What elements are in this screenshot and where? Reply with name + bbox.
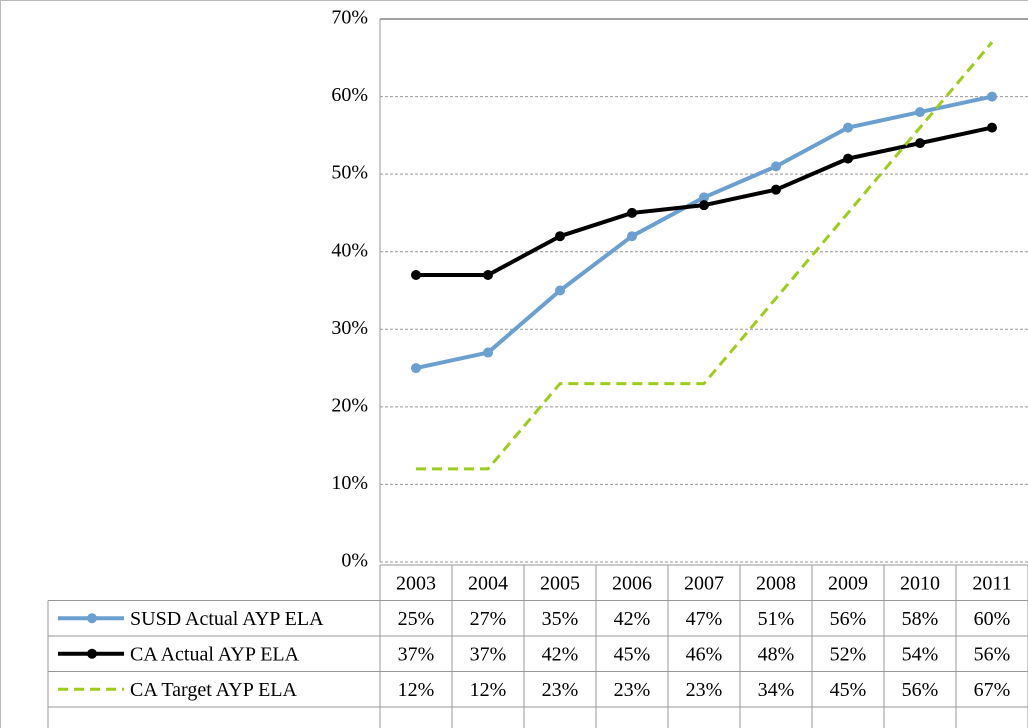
x-tick-label: 2004 bbox=[468, 572, 508, 594]
y-tick-label: 70% bbox=[331, 7, 368, 29]
series-marker bbox=[915, 107, 925, 118]
table-value: 56% bbox=[974, 643, 1011, 665]
series-marker bbox=[555, 231, 565, 242]
legend-label: CA Target AYP ELA bbox=[130, 679, 298, 701]
y-tick-label: 20% bbox=[331, 394, 368, 416]
x-tick-label: 2011 bbox=[972, 572, 1011, 594]
series-marker bbox=[699, 192, 709, 203]
series-marker bbox=[987, 91, 997, 102]
series-marker bbox=[771, 161, 781, 172]
table-value: 23% bbox=[686, 679, 723, 701]
table-value: 47% bbox=[686, 608, 723, 630]
x-tick-label: 2009 bbox=[828, 572, 868, 594]
series-marker bbox=[555, 285, 565, 296]
series-marker bbox=[843, 122, 853, 133]
y-tick-label: 30% bbox=[331, 317, 368, 339]
series-marker bbox=[771, 184, 781, 195]
legend-marker bbox=[87, 648, 97, 659]
table-value: 58% bbox=[902, 608, 939, 630]
legend-label: CA Actual AYP ELA bbox=[130, 643, 300, 665]
series-marker bbox=[843, 153, 853, 164]
table-value: 51% bbox=[758, 608, 795, 630]
series-marker bbox=[699, 200, 709, 211]
x-tick-label: 2003 bbox=[396, 572, 436, 594]
table-value: 60% bbox=[974, 608, 1011, 630]
y-tick-label: 40% bbox=[331, 239, 368, 261]
series-marker bbox=[483, 347, 493, 358]
table-value: 52% bbox=[830, 643, 867, 665]
table-value: 12% bbox=[470, 679, 507, 701]
table-value: 56% bbox=[830, 608, 867, 630]
series-marker bbox=[627, 231, 637, 242]
x-tick-label: 2006 bbox=[612, 572, 652, 594]
table-value: 37% bbox=[398, 643, 435, 665]
table-value: 42% bbox=[614, 608, 651, 630]
table-value: 37% bbox=[470, 643, 507, 665]
legend-label: SUSD Actual AYP ELA bbox=[130, 608, 324, 630]
series-line bbox=[415, 94, 993, 371]
table-value: 27% bbox=[470, 608, 507, 630]
x-tick-label: 2005 bbox=[540, 572, 580, 594]
table-value: 56% bbox=[902, 679, 939, 701]
table-value: 23% bbox=[542, 679, 579, 701]
y-tick-label: 60% bbox=[331, 84, 368, 106]
table-value: 35% bbox=[542, 608, 579, 630]
x-tick-label: 2010 bbox=[900, 572, 940, 594]
y-tick-label: 50% bbox=[331, 162, 368, 184]
series-marker bbox=[483, 269, 493, 280]
series-marker bbox=[987, 122, 997, 133]
series-marker bbox=[627, 207, 637, 218]
y-tick-label: 0% bbox=[341, 550, 368, 572]
series-marker bbox=[411, 269, 421, 280]
table-value: 34% bbox=[758, 679, 795, 701]
table-value: 46% bbox=[686, 643, 723, 665]
table-value: 23% bbox=[614, 679, 651, 701]
table-value: 48% bbox=[758, 643, 795, 665]
table-value: 12% bbox=[398, 679, 435, 701]
table-value: 67% bbox=[974, 679, 1011, 701]
table-value: 42% bbox=[542, 643, 579, 665]
x-tick-label: 2007 bbox=[684, 572, 724, 594]
y-tick-label: 10% bbox=[331, 472, 368, 494]
table-value: 45% bbox=[830, 679, 867, 701]
table-value: 45% bbox=[614, 643, 651, 665]
series-marker bbox=[915, 138, 925, 149]
series-marker bbox=[411, 363, 421, 374]
legend-marker bbox=[87, 613, 97, 624]
series-line bbox=[416, 41, 994, 471]
x-tick-label: 2008 bbox=[756, 572, 796, 594]
table-value: 25% bbox=[398, 608, 435, 630]
table-value: 54% bbox=[902, 643, 939, 665]
